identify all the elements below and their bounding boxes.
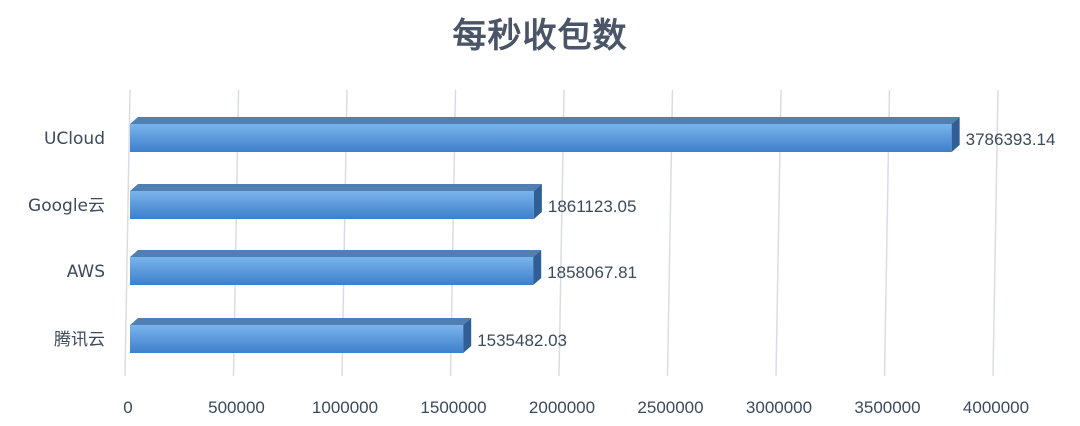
gridline bbox=[124, 89, 131, 377]
x-tick-label: 1500000 bbox=[420, 398, 486, 417]
bar-side-face bbox=[463, 318, 472, 353]
x-tick-label: 4000000 bbox=[963, 398, 1029, 417]
category-label: Google云 bbox=[28, 196, 105, 216]
x-tick-label: 2000000 bbox=[529, 398, 595, 417]
bar-side-face bbox=[951, 117, 960, 152]
bar bbox=[130, 124, 952, 152]
bars bbox=[130, 117, 960, 353]
x-tick-label: 0 bbox=[123, 398, 132, 417]
category-label: 腾讯云 bbox=[54, 330, 105, 350]
x-tick-label: 500000 bbox=[208, 398, 265, 417]
chart-title: 每秒收包数 bbox=[452, 16, 628, 56]
gridline bbox=[992, 89, 999, 377]
bar-top-face bbox=[130, 184, 542, 191]
data-label: 1858067.81 bbox=[547, 263, 637, 282]
bar bbox=[130, 191, 534, 219]
x-tick-label: 2500000 bbox=[637, 398, 703, 417]
bar-top-face bbox=[130, 117, 960, 124]
data-label: 1535482.03 bbox=[477, 331, 567, 350]
bar-top-face bbox=[130, 318, 472, 325]
bar bbox=[130, 257, 534, 285]
data-label: 1861123.05 bbox=[548, 197, 637, 216]
bar-top-face bbox=[130, 250, 542, 257]
x-tick-label: 3500000 bbox=[854, 398, 920, 417]
labels: 0 500000 1000000 1500000 2000000 2500000 30000… bbox=[28, 129, 1055, 417]
category-label: UCloud bbox=[44, 129, 105, 149]
bar-side-face bbox=[533, 184, 542, 219]
category-label: AWS bbox=[67, 262, 105, 282]
x-tick-label: 1000000 bbox=[312, 398, 378, 417]
data-label: 3786393.14 bbox=[966, 130, 1056, 149]
bar bbox=[130, 325, 464, 353]
x-tick-label: 3000000 bbox=[746, 398, 812, 417]
bar-side-face bbox=[533, 250, 542, 285]
